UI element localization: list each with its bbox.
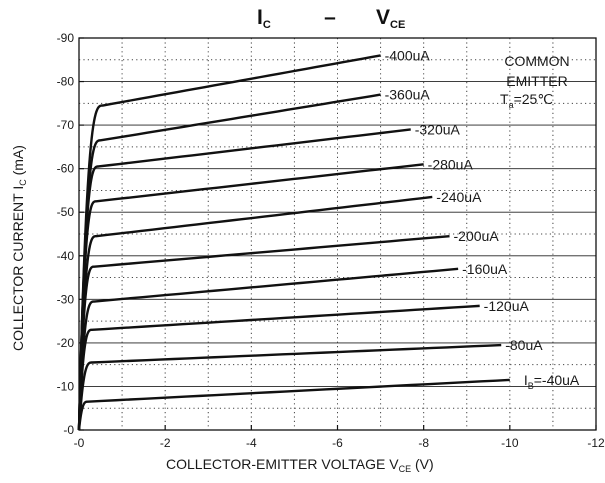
y-tick-label: -60	[57, 162, 75, 176]
x-axis-label: COLLECTOR-EMITTER VOLTAGE VCE (V)	[166, 456, 434, 474]
curve-label--80uA: -80uA	[505, 337, 543, 353]
y-axis-label-unit: (mA)	[10, 145, 26, 179]
curve-label--160uA: -160uA	[462, 261, 508, 277]
curve--160uA	[77, 267, 459, 431]
title-dash: –	[324, 6, 336, 29]
x-tick-label: -10	[501, 436, 519, 450]
annotation-line3: Ta=25℃	[500, 91, 553, 110]
curve-label--280uA: -280uA	[428, 156, 474, 172]
curve--320uA	[77, 128, 411, 431]
y-axis-label: COLLECTOR CURRENT IC (mA)	[10, 145, 28, 351]
x-tick-label: -0	[74, 436, 85, 450]
chart-axes: -0 -10 -20 -30 -40 -50 -60 -70 -80 -90 -0 -2 -4 -6 -8 -…	[10, 31, 605, 474]
x-tick-label: -2	[160, 436, 171, 450]
curve-label--320uA: -320uA	[415, 121, 461, 137]
chart-curves	[77, 54, 510, 431]
y-tick-label: -50	[57, 205, 75, 219]
y-tick-label: -10	[57, 379, 75, 393]
x-tick-label: -12	[587, 436, 605, 450]
y-tick-label: -30	[57, 292, 75, 306]
curve--240uA	[77, 195, 433, 431]
x-tick-label: -4	[246, 436, 257, 450]
title-ic-sub: C	[263, 19, 271, 31]
x-axis-label-sub: CE	[399, 464, 412, 474]
x-tick-label: -8	[418, 436, 429, 450]
y-axis-label-sub: C	[18, 179, 28, 186]
curve-label--360uA: -360uA	[385, 87, 431, 103]
chart-labels: COMMON EMITTER Ta=25℃ IB=-40uA -80uA -120uA -1…	[385, 47, 580, 390]
curve-label--400uA: -400uA	[385, 47, 431, 63]
curve-label-I_B=-40uA: IB=-40uA	[524, 372, 580, 391]
curve--360uA	[77, 93, 381, 431]
curve-label--200uA: -200uA	[454, 228, 500, 244]
curve--400uA	[77, 54, 381, 431]
curve-label--120uA: -120uA	[484, 298, 530, 314]
curve-label-rest: =-40uA	[534, 372, 580, 388]
annotation-line1: COMMON	[504, 53, 569, 69]
x-tick-label: -6	[332, 436, 343, 450]
title-ic: IC	[257, 6, 271, 31]
y-tick-label: -20	[57, 336, 75, 350]
curve--80uA	[77, 343, 502, 431]
title-vce: VCE	[376, 6, 405, 31]
curve-label-sub: B	[528, 381, 534, 391]
y-tick-label: -80	[57, 75, 75, 89]
y-tick-label: -70	[57, 118, 75, 132]
y-tick-label: -0	[63, 423, 74, 437]
curve-label--240uA: -240uA	[436, 189, 482, 205]
curve-I_B=-40uA	[77, 378, 510, 431]
annotation-line2: EMITTER	[506, 73, 567, 89]
title-vce-sub: CE	[390, 19, 405, 31]
y-tick-label: -40	[57, 249, 75, 263]
chart-grid	[78, 37, 597, 431]
y-tick-label: -90	[57, 31, 75, 45]
chart-title: IC – VCE	[257, 6, 405, 31]
curve--200uA	[77, 234, 450, 431]
annotation-line3-sub: a	[509, 100, 514, 110]
curve--120uA	[77, 304, 480, 431]
x-axis-label-unit: (V)	[411, 456, 434, 472]
annotation-line3-rest: =25℃	[514, 91, 553, 107]
